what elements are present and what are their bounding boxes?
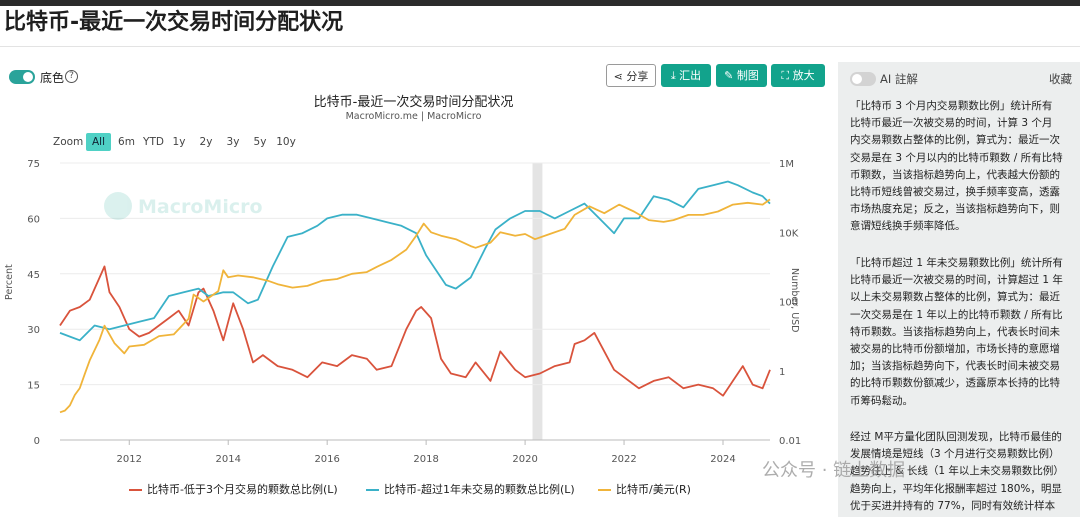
price-series-line [59,198,771,414]
zoom-option-3y[interactable]: 3y [226,136,240,148]
y-tick-left-label: 0 [34,436,40,447]
legend-swatch [366,489,379,491]
export-button[interactable]: ⤓ 汇出 [661,64,711,87]
x-tick-label: 2020 [512,454,537,465]
share-button[interactable]: ⋖ 分享 [606,64,656,87]
x-tick-label: 2024 [710,454,735,465]
y-tick-left-label: 75 [27,159,40,170]
share-icon: ⋖ [613,70,627,83]
x-tick-label: 2018 [413,454,438,465]
watermark-logo-icon [104,192,132,220]
ai-annotation-toggle[interactable] [850,72,876,86]
annotation-paragraph: 「比特币 3 个月内交易颗数比例」统计所有 比特币最近一次被交易的时间，计算 3… [850,100,1063,233]
y-tick-right-label: 1M [779,159,794,170]
y-tick-left-label: 30 [27,325,40,336]
legend-item[interactable]: 比特币-低于3个月交易的颗数总比例(L) [129,481,338,497]
help-icon[interactable]: ? [65,70,78,83]
zoom-option-6m[interactable]: 6m [118,136,135,148]
x-tick-label: 2014 [215,454,240,465]
favorite-link[interactable]: 收藏 [1049,72,1072,86]
zoom-option-all[interactable]: All [86,133,111,151]
annotation-paragraph: 经过 M平方量化团队回测发现，比特币最佳的 发展情境是短线（3 个月进行交易颗数… [850,431,1064,512]
wechat-watermark: 公众号 · 链上数据 [762,460,906,481]
share-label: 分享 [626,70,649,83]
zoom-option-1y[interactable]: 1y [172,136,186,148]
shaded-band [532,163,543,440]
page-title: 比特币-最近一次交易时间分配状况 [4,10,344,35]
legend-swatch [598,489,611,491]
y-tick-right-label: 1 [779,367,785,378]
divider [0,46,1080,47]
long-term-series-line [59,180,771,342]
legend-item[interactable]: 比特币/美元(R) [598,481,691,497]
short-term-series-line [59,265,771,397]
legend-label: 比特币-超过1年未交易的颗数总比例(L) [384,483,575,496]
y-tick-left-label: 60 [27,214,40,225]
macromicro-watermark: MacroMicro [104,192,263,220]
chart-subtitle: MacroMicro.me | MacroMicro [345,111,482,122]
y-tick-right-label: 100 [779,298,798,309]
line-chart[interactable]: 0 15 30 45 60 75 0.01 1 100 10K 1M 2012 2014 2016 2018… [0,150,830,470]
legend-label: 比特币-低于3个月交易的颗数总比例(L) [147,483,338,496]
zoom-label: Zoom [53,136,84,148]
expand-icon: ⛶ [781,69,793,82]
x-tick-label: 2022 [611,454,636,465]
zoom-option-10y[interactable]: 10y [276,136,296,148]
zoom-option-2y[interactable]: 2y [199,136,213,148]
legend-swatch [129,489,142,491]
y-tick-left-label: 15 [27,381,40,392]
enlarge-label: 放大 [792,69,815,82]
window-top-bar [0,0,1080,6]
zoom-option-ytd[interactable]: YTD [143,136,164,148]
x-tick-label: 2012 [117,454,142,465]
ai-annotation-panel: AI 註解 收藏 「比特币 3 个月内交易颗数比例」统计所有 比特币最近一次被交… [838,62,1080,517]
background-color-toggle[interactable] [9,70,35,84]
chart-title: 比特币-最近一次交易时间分配状况 [313,95,514,110]
ai-annotation-label: AI 註解 [880,72,918,86]
annotation-paragraph: 「比特币超过 1 年未交易颗数比例」统计所有 比特币最近一次被交易的时间，计算超… [850,257,1063,407]
draw-button[interactable]: ✎ 制图 [716,64,767,87]
y-tick-left-label: 45 [27,270,40,281]
export-label: 汇出 [679,69,702,82]
y-tick-right-label: 10K [779,228,799,239]
x-tick-label: 2016 [314,454,339,465]
y-tick-right-label: 0.01 [779,436,801,447]
watermark-text: MacroMicro [138,196,263,218]
enlarge-button[interactable]: ⛶ 放大 [771,64,825,87]
legend-item[interactable]: 比特币-超过1年未交易的颗数总比例(L) [366,481,575,497]
download-icon: ⤓ [670,69,680,82]
legend-label: 比特币/美元(R) [616,483,691,496]
zoom-option-5y[interactable]: 5y [253,136,267,148]
draw-label: 制图 [736,69,759,82]
pencil-icon: ✎ [724,69,737,82]
background-color-label: 底色 [40,71,65,85]
